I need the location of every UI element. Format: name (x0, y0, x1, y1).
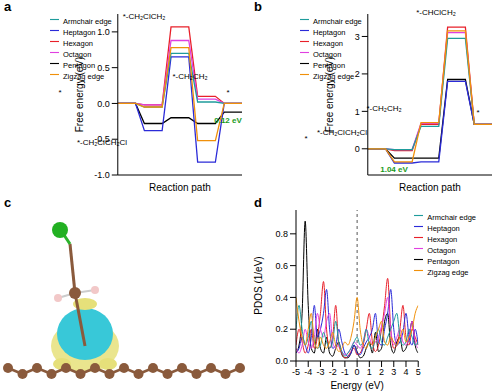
svg-text:-5: -5 (292, 367, 300, 377)
svg-text:0: 0 (355, 367, 360, 377)
svg-text:1.0: 1.0 (97, 27, 110, 37)
svg-text:0.6: 0.6 (275, 261, 288, 271)
svg-text:-1: -1 (341, 367, 349, 377)
svg-text:2: 2 (355, 69, 360, 79)
svg-text:-2: -2 (329, 367, 337, 377)
svg-text:Reaction path: Reaction path (149, 182, 211, 193)
svg-text:0.4: 0.4 (275, 293, 288, 303)
svg-text:0: 0 (355, 144, 360, 154)
svg-text:Reaction path: Reaction path (399, 182, 461, 193)
svg-text:0.0: 0.0 (275, 356, 288, 366)
svg-text:5: 5 (416, 367, 421, 377)
svg-text:PDOS (1/eV): PDOS (1/eV) (253, 256, 264, 314)
svg-text:3: 3 (355, 32, 360, 42)
svg-text:4: 4 (403, 367, 408, 377)
svg-text:1: 1 (355, 107, 360, 117)
svg-text:1: 1 (367, 367, 372, 377)
svg-text:0.8: 0.8 (275, 229, 288, 239)
svg-text:3: 3 (391, 367, 396, 377)
svg-text:0.0: 0.0 (97, 99, 110, 109)
svg-text:Free energy (eV): Free energy (eV) (74, 57, 85, 133)
svg-text:-3: -3 (316, 367, 324, 377)
svg-text:Free energy (eV): Free energy (eV) (324, 57, 335, 133)
svg-text:-4: -4 (304, 367, 312, 377)
svg-text:-1.0: -1.0 (94, 170, 110, 180)
svg-text:0.5: 0.5 (97, 63, 110, 73)
svg-text:Energy (eV): Energy (eV) (330, 380, 383, 391)
svg-text:0.2: 0.2 (275, 324, 288, 334)
svg-text:2: 2 (379, 367, 384, 377)
